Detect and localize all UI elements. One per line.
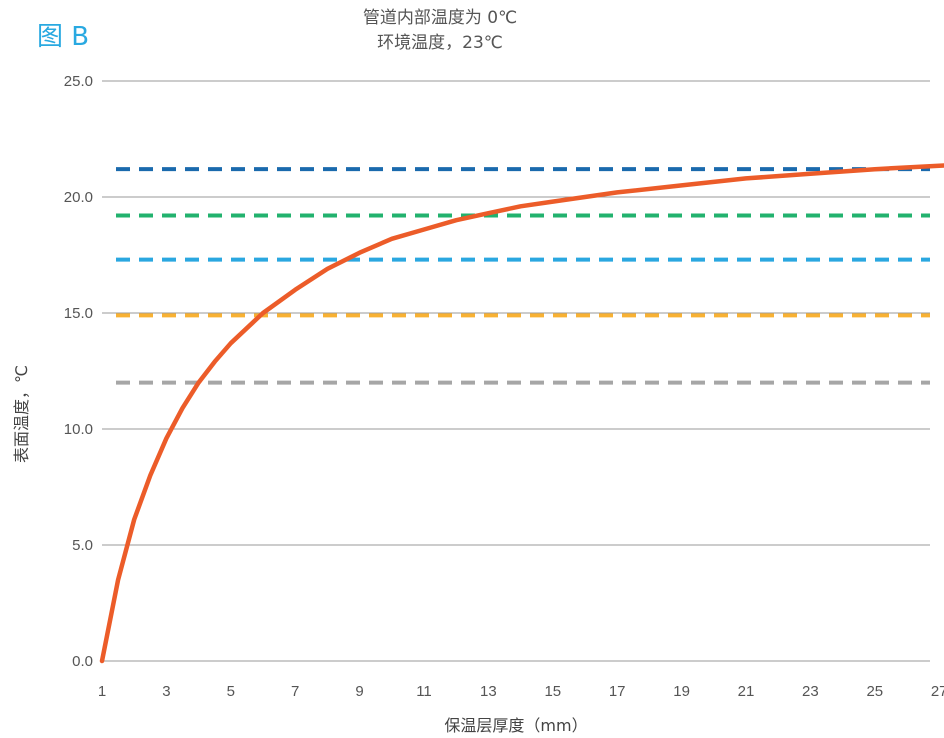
- surface-temperature-curve: [99, 163, 944, 664]
- y-tick-label: 5.0: [72, 537, 93, 554]
- x-tick-label: 25: [866, 683, 883, 700]
- x-tick-label: 17: [609, 683, 626, 700]
- x-tick-label: 19: [673, 683, 690, 700]
- chart-title-block: 管道内部温度为 0℃ 环境温度，23℃: [330, 6, 550, 56]
- chart-title: 管道内部温度为 0℃: [362, 8, 518, 28]
- x-tick-label: 3: [162, 683, 170, 700]
- x-tick-label: 15: [544, 683, 561, 700]
- x-tick-label: 5: [227, 683, 235, 700]
- x-tick-label: 27: [931, 683, 944, 700]
- x-tick-label: 1: [98, 683, 106, 700]
- x-tick-label: 11: [416, 683, 432, 700]
- y-axis-title: 表面温度，℃: [12, 365, 31, 463]
- chart-subtitle: 环境温度，23℃: [377, 33, 503, 53]
- curve-layer: [99, 163, 944, 664]
- reference-lines: [116, 167, 930, 385]
- x-axis-title: 保温层厚度（mm）: [444, 716, 587, 735]
- x-axis-ticks: 1357911131517192123252729313335373941434…: [98, 683, 944, 700]
- x-tick-label: 21: [738, 683, 755, 700]
- y-tick-label: 0.0: [72, 653, 93, 670]
- y-tick-label: 20.0: [64, 189, 93, 206]
- y-tick-label: 10.0: [64, 421, 93, 438]
- gridlines: [102, 80, 930, 662]
- figure-label: 图 B: [37, 22, 90, 52]
- y-tick-label: 15.0: [64, 305, 93, 322]
- x-tick-label: 9: [355, 683, 363, 700]
- y-axis-ticks: 0.0 5.0 10.0 15.0 20.0 25.0: [64, 73, 93, 670]
- y-tick-label: 25.0: [64, 73, 93, 90]
- x-tick-label: 23: [802, 683, 819, 700]
- x-tick-label: 13: [480, 683, 497, 700]
- x-tick-label: 7: [291, 683, 299, 700]
